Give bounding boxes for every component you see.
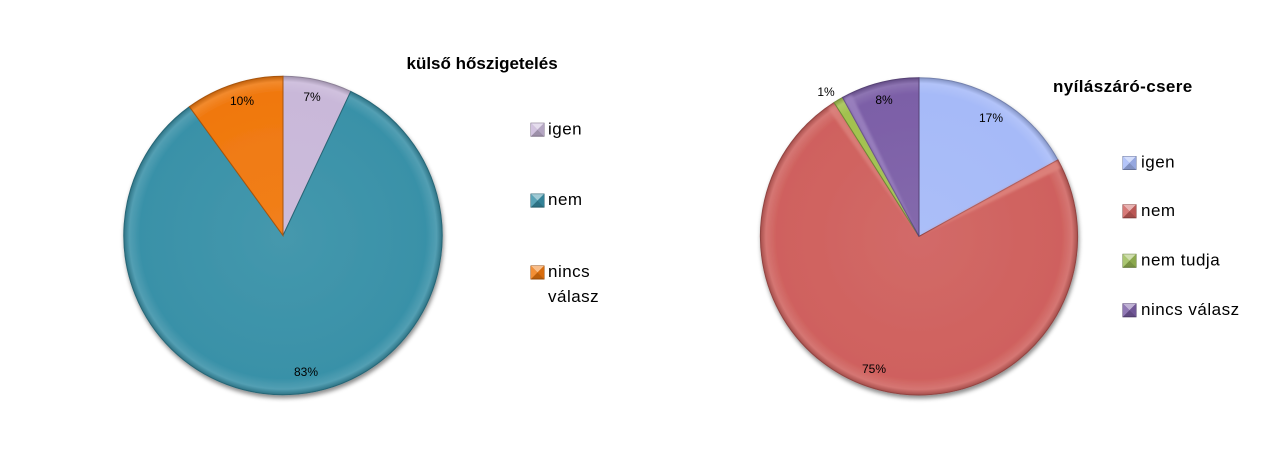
svg-text:nem tudja: nem tudja <box>1141 250 1220 269</box>
svg-text:nem: nem <box>1141 201 1176 220</box>
svg-text:83%: 83% <box>294 365 318 379</box>
svg-text:8%: 8% <box>875 93 893 107</box>
svg-text:külső hőszigetelés: külső hőszigetelés <box>407 54 558 73</box>
svg-text:igen: igen <box>548 119 582 138</box>
svg-text:nincs: nincs <box>548 262 590 281</box>
svg-text:nem: nem <box>548 190 583 209</box>
svg-text:1%: 1% <box>817 85 835 99</box>
svg-text:nyílászáró-csere: nyílászáró-csere <box>1053 77 1193 96</box>
svg-text:válasz: válasz <box>548 287 599 306</box>
svg-text:nincs válasz: nincs válasz <box>1141 300 1240 319</box>
svg-text:75%: 75% <box>862 362 886 376</box>
svg-text:7%: 7% <box>303 90 321 104</box>
svg-text:17%: 17% <box>979 111 1003 125</box>
svg-text:10%: 10% <box>230 94 254 108</box>
svg-text:igen: igen <box>1141 153 1175 172</box>
